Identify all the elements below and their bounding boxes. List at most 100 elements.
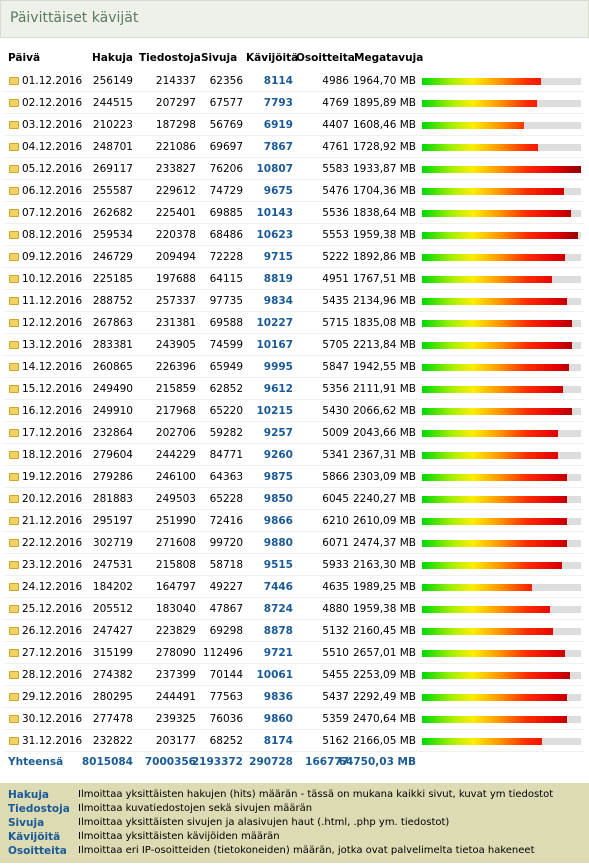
legend-description: Ilmoittaa yksittäisten kävijöiden määrän: [78, 831, 280, 842]
visitors-cell: 9875: [263, 471, 293, 483]
addresses-cell: 6210: [322, 515, 349, 527]
visitor-bar: [422, 452, 559, 459]
megabytes-cell: 1835,08 MB: [352, 317, 416, 329]
megabytes-cell: 2240,27 MB: [352, 493, 416, 505]
addresses-cell: 5553: [322, 229, 349, 241]
pages-cell: 68252: [209, 735, 243, 747]
addresses-cell: 5437: [322, 691, 349, 703]
date-cell: 24.12.2016: [22, 581, 83, 593]
folder-icon: [9, 121, 19, 129]
folder-icon: [9, 99, 19, 107]
pages-cell: 65220: [209, 405, 243, 417]
addresses-cell: 5359: [322, 713, 349, 725]
visitors-cell: 9860: [263, 713, 293, 725]
files-cell: 271608: [155, 537, 196, 549]
date-cell: 13.12.2016: [22, 339, 83, 351]
date-cell: 21.12.2016: [22, 515, 83, 527]
files-cell: 215859: [155, 383, 196, 395]
pages-cell: 70144: [209, 669, 243, 681]
hits-cell: 244515: [92, 97, 133, 109]
row-separator: [4, 729, 585, 730]
hits-cell: 249910: [92, 405, 133, 417]
folder-icon: [9, 627, 19, 635]
date-cell: 28.12.2016: [22, 669, 83, 681]
hits-cell: 247531: [92, 559, 133, 571]
pages-cell: 69697: [209, 141, 243, 153]
column-header: Sivuja: [201, 52, 238, 64]
visitor-bar: [422, 210, 572, 217]
visitor-bar: [422, 430, 559, 437]
hits-cell: 288752: [92, 295, 133, 307]
date-cell: 02.12.2016: [22, 97, 83, 109]
visitor-bar: [422, 474, 568, 481]
addresses-cell: 4951: [322, 273, 349, 285]
legend-term: Hakuja: [8, 789, 50, 801]
legend-description: Ilmoittaa yksittäisten hakujen (hits) mä…: [78, 789, 554, 800]
megabytes-cell: 2160,45 MB: [352, 625, 416, 637]
pages-cell: 69588: [209, 317, 243, 329]
pages-cell: 77563: [209, 691, 243, 703]
files-cell: 229612: [155, 185, 196, 197]
row-separator: [4, 157, 585, 158]
row-separator: [4, 377, 585, 378]
visitor-bar: [422, 276, 552, 283]
date-cell: 09.12.2016: [22, 251, 83, 263]
files-cell: 246100: [155, 471, 196, 483]
visitors-cell: 10623: [256, 229, 293, 241]
visitor-bar: [422, 78, 542, 85]
addresses-cell: 5162: [322, 735, 349, 747]
visitor-bar: [422, 166, 581, 173]
visitors-cell: 7793: [263, 97, 293, 109]
files-cell: 214337: [155, 75, 196, 87]
addresses-cell: 5341: [322, 449, 349, 461]
date-cell: 08.12.2016: [22, 229, 83, 241]
megabytes-cell: 1838,64 MB: [352, 207, 416, 219]
files-cell: 237399: [155, 669, 196, 681]
pages-cell: 76206: [209, 163, 243, 175]
folder-icon: [9, 561, 19, 569]
files-cell: 207297: [155, 97, 196, 109]
date-cell: 15.12.2016: [22, 383, 83, 395]
addresses-cell: 4986: [322, 75, 349, 87]
files-cell: 183040: [155, 603, 196, 615]
visitor-bar: [422, 584, 532, 591]
addresses-cell: 5715: [322, 317, 349, 329]
files-cell: 217968: [155, 405, 196, 417]
column-header: Tiedostoja: [139, 52, 201, 64]
visitor-bar: [422, 496, 567, 503]
row-separator: [4, 443, 585, 444]
addresses-cell: 5933: [322, 559, 349, 571]
files-cell: 251990: [155, 515, 196, 527]
date-cell: 25.12.2016: [22, 603, 83, 615]
megabytes-cell: 2166,05 MB: [352, 735, 416, 747]
pages-cell: 65949: [209, 361, 243, 373]
date-cell: 06.12.2016: [22, 185, 83, 197]
date-cell: 30.12.2016: [22, 713, 83, 725]
hits-cell: 249490: [92, 383, 133, 395]
visitors-cell: 8724: [263, 603, 293, 615]
visitor-bar: [422, 408, 573, 415]
files-cell: 257337: [155, 295, 196, 307]
visitors-cell: 9257: [263, 427, 293, 439]
pages-cell: 68486: [209, 229, 243, 241]
folder-icon: [9, 275, 19, 283]
hits-cell: 248701: [92, 141, 133, 153]
visitor-bar: [422, 386, 564, 393]
column-header: Kävijöitä: [246, 52, 299, 64]
megabytes-cell: 2367,31 MB: [352, 449, 416, 461]
addresses-cell: 4635: [322, 581, 349, 593]
hits-cell: 277478: [92, 713, 133, 725]
visitors-cell: 9866: [263, 515, 293, 527]
addresses-cell: 5510: [322, 647, 349, 659]
megabytes-cell: 1964,70 MB: [352, 75, 416, 87]
hits-cell: 210223: [92, 119, 133, 131]
legend-description: Ilmoittaa yksittäisten sivujen ja alasiv…: [78, 817, 450, 828]
total-visitors: 290728: [249, 756, 293, 768]
visitors-cell: 10143: [256, 207, 293, 219]
files-cell: 278090: [155, 647, 196, 659]
visitors-cell: 9850: [263, 493, 293, 505]
files-cell: 221086: [155, 141, 196, 153]
visitor-bar: [422, 100, 537, 107]
visitor-bar: [422, 144, 538, 151]
addresses-cell: 6071: [322, 537, 349, 549]
